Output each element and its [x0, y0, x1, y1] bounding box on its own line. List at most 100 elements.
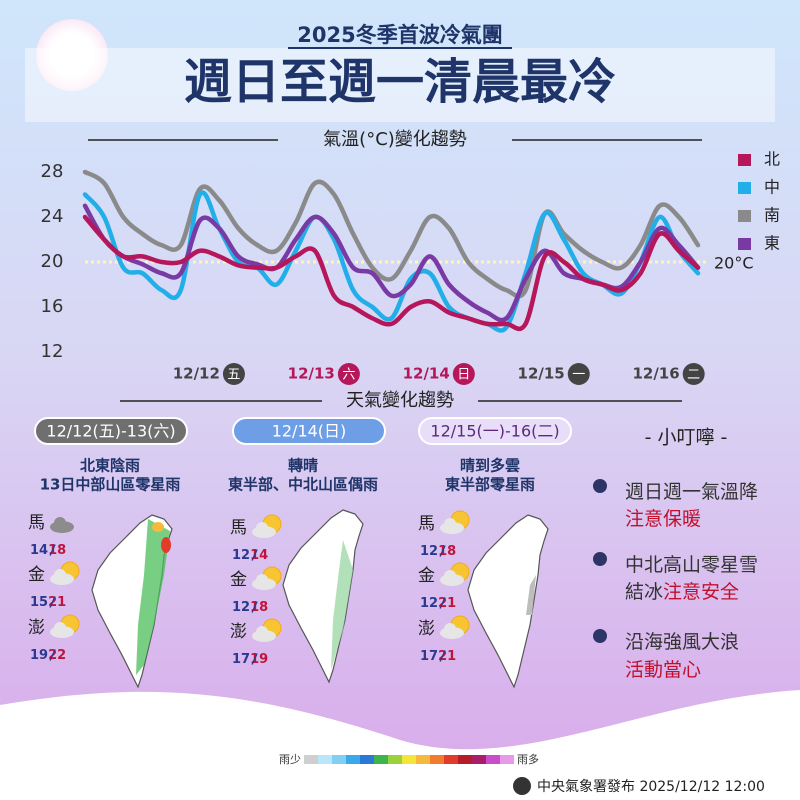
- title-banner: [25, 48, 775, 122]
- tip-text: 活動當心: [625, 659, 701, 681]
- cloud-icon: [444, 623, 456, 635]
- summary: 晴到多雲: [460, 457, 520, 475]
- summary: 北東陰雨: [80, 457, 140, 475]
- legend-label: 東: [764, 234, 780, 253]
- sun: [36, 19, 108, 91]
- cloud-icon: [256, 626, 268, 638]
- temp-separator: [251, 549, 258, 561]
- station-name: 金: [230, 570, 247, 590]
- rain-swatch: [374, 755, 388, 764]
- tip-part: 週日週一氣溫降: [625, 481, 758, 503]
- rain-swatch: [360, 755, 374, 764]
- y-tick-label: 28: [41, 161, 64, 182]
- legend-label: 中: [764, 178, 780, 197]
- temp-high: 21: [48, 595, 66, 610]
- rain-swatch: [500, 755, 514, 764]
- x-tick-label: 12/15: [518, 365, 565, 383]
- x-tick-label: 12/13: [288, 365, 335, 383]
- rain-swatch: [318, 755, 332, 764]
- tip-part: 注意保暖: [625, 508, 701, 530]
- rain-swatch: [430, 755, 444, 764]
- temp-separator: [439, 597, 446, 609]
- weekday-badge: [567, 363, 590, 385]
- rain-area: [136, 519, 170, 675]
- section-title: 天氣變化趨勢: [346, 390, 454, 411]
- station-temp: 1221: [420, 596, 456, 611]
- temp-separator: [439, 650, 446, 662]
- rain-swatch: [444, 755, 458, 764]
- station-temp: 1719: [232, 652, 268, 667]
- tip-part: 注意安全: [663, 581, 739, 603]
- temp-low: 12: [420, 596, 438, 611]
- period-label: 12/12(五)-13(六): [46, 422, 175, 441]
- temp-low: 12: [232, 548, 250, 563]
- tip-part: 活動當心: [625, 659, 701, 681]
- legend-swatch: [738, 238, 751, 250]
- weekday-label: 六: [342, 368, 355, 383]
- station-name: 金: [418, 566, 435, 586]
- station-temp: 1214: [232, 548, 268, 563]
- tip-bullet: [593, 479, 607, 493]
- temp-high: 21: [438, 596, 456, 611]
- chart-title: 氣溫(°C)變化趨勢: [323, 129, 467, 150]
- rain-low: 雨少: [279, 753, 301, 766]
- temp-separator: [251, 601, 258, 613]
- weekday-badge: [682, 363, 705, 385]
- rain-high: 雨多: [517, 752, 539, 766]
- weekday-badge: [337, 363, 360, 385]
- tip-bullet: [593, 629, 607, 643]
- station-name: 金: [28, 565, 45, 585]
- main-title: 週日至週一清晨最冷: [184, 54, 616, 110]
- weekday-label: 二: [687, 368, 700, 383]
- reference-label: 20°C: [714, 254, 754, 273]
- temp-low: 19: [30, 648, 48, 663]
- summary: 13日中部山區零星雨: [40, 476, 181, 494]
- temp-high: 18: [250, 600, 268, 615]
- temp-low: 14: [30, 543, 48, 558]
- temp-separator: [439, 545, 446, 557]
- rain-swatch: [486, 755, 500, 764]
- temp-high: 21: [438, 649, 456, 664]
- station-name: 澎: [28, 618, 45, 638]
- x-tick-label: 12/16: [632, 365, 679, 383]
- rain-core: [152, 522, 164, 532]
- cloud-icon: [54, 517, 66, 529]
- weekday-badge: [452, 363, 475, 385]
- x-tick-label: 12/12: [173, 365, 220, 383]
- cloud-icon: [444, 518, 456, 530]
- rain-swatch: [332, 755, 346, 764]
- temp-separator: [251, 653, 258, 665]
- tip-part: 結冰: [625, 581, 663, 603]
- subtitle: 2025冬季首波冷氣團: [297, 23, 502, 47]
- station-name: 馬: [418, 514, 435, 534]
- station-temp: 1218: [420, 544, 456, 559]
- rain-swatch: [388, 755, 402, 764]
- temp-low: 17: [232, 652, 250, 667]
- temp-high: 19: [250, 652, 268, 667]
- tip-text: 結冰注意安全: [625, 581, 739, 603]
- cloud-icon: [256, 522, 268, 534]
- period-label: 12/15(一)-16(二): [430, 422, 559, 441]
- rain-area: [331, 540, 353, 670]
- rain-core: [161, 537, 171, 553]
- weekday-badge: [222, 363, 245, 385]
- cloud-icon: [54, 569, 66, 581]
- tip-bullet: [593, 552, 607, 566]
- rain-swatch: [472, 755, 486, 764]
- legend-label: 南: [764, 206, 780, 225]
- tip-text: 沿海強風大浪: [625, 631, 739, 653]
- rain-swatch: [304, 755, 318, 764]
- period-pill: [232, 417, 386, 445]
- temperature-line: [82, 214, 701, 332]
- period-pill: [34, 417, 188, 445]
- agency-logo: [513, 777, 531, 795]
- station-temp: 1721: [420, 649, 456, 664]
- rain-swatch: [346, 755, 360, 764]
- station-temp: 1922: [30, 648, 66, 663]
- tip-part: 中北高山零星雪: [625, 554, 758, 576]
- period-label: 12/14(日): [272, 422, 347, 441]
- cloud-icon: [444, 570, 456, 582]
- y-tick-label: 20: [41, 251, 64, 272]
- weekday-label: 五: [227, 368, 240, 383]
